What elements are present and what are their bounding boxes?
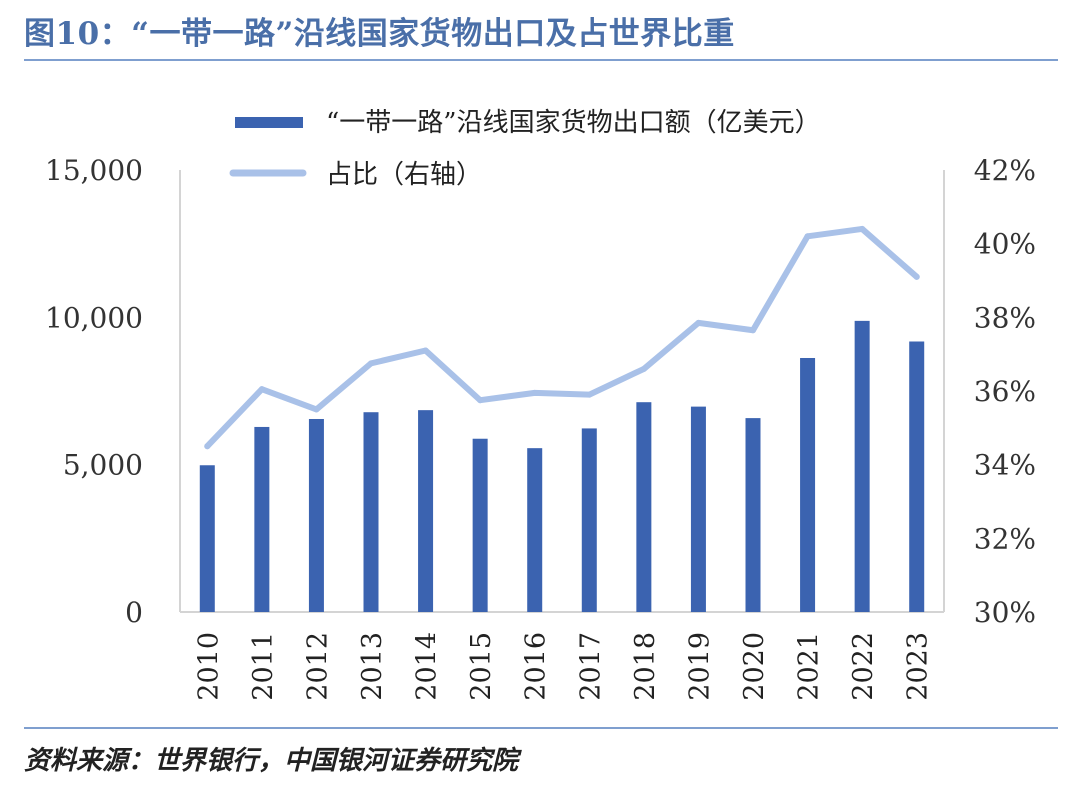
share-point [368, 360, 374, 367]
bar [363, 412, 379, 612]
chart-title: 图10：“一带一路”沿线国家货物出口及占世界比重 [24, 16, 735, 52]
bar [581, 428, 597, 612]
left-tick-label: 5,000 [63, 449, 143, 482]
x-tick-label: 2018 [630, 632, 661, 701]
x-tick-label: 2021 [794, 632, 825, 701]
x-tick-label: 2017 [575, 632, 606, 701]
share-point [804, 233, 811, 240]
bar [636, 402, 652, 612]
bar [909, 341, 925, 612]
bar [854, 320, 870, 612]
footer-divider [24, 727, 1058, 729]
share-point [586, 391, 593, 398]
x-tick-label: 2011 [248, 632, 279, 701]
bar [745, 418, 761, 612]
share-point [422, 347, 429, 354]
right-tick-label: 42% [974, 154, 1036, 187]
legend-bar-label: “一带一路”沿线国家货物出口额（亿美元） [326, 108, 821, 138]
bar [472, 438, 488, 612]
share-line [204, 225, 920, 450]
share-point [859, 225, 866, 232]
share-point [258, 386, 265, 393]
x-tick-label: 2015 [466, 632, 497, 701]
right-tick-label: 40% [974, 228, 1036, 261]
legend-bar-swatch [235, 117, 303, 128]
right-tick-label: 38% [974, 301, 1036, 334]
x-tick-label: 2016 [521, 632, 552, 701]
bar [308, 418, 324, 612]
x-tick-label: 2012 [302, 632, 333, 701]
share-point [477, 397, 484, 404]
x-tick-label: 2010 [193, 632, 224, 701]
bar [199, 465, 215, 612]
share-point [640, 365, 647, 372]
right-tick-label: 32% [974, 522, 1036, 555]
left-tick-label: 10,000 [45, 301, 143, 334]
bar [800, 357, 816, 612]
x-tick-label: 2022 [848, 632, 879, 701]
left-tick-label: 0 [125, 596, 143, 629]
x-tick-label: 2014 [412, 632, 443, 701]
bar [527, 448, 543, 612]
right-tick-label: 36% [974, 375, 1036, 408]
x-tick-label: 2019 [684, 632, 715, 701]
share-point [913, 273, 920, 280]
x-tick-label: 2023 [903, 632, 934, 701]
left-tick-label: 15,000 [45, 154, 143, 187]
x-tick-label: 2013 [357, 632, 388, 701]
x-tick-label: 2020 [739, 632, 770, 701]
legend-line-label: 占比（右轴） [326, 160, 482, 190]
bar [254, 426, 270, 612]
right-tick-label: 30% [974, 596, 1036, 629]
share-point [313, 406, 320, 413]
share-point [204, 443, 211, 450]
title-divider [24, 59, 1058, 61]
share-point [750, 327, 756, 334]
bar [418, 410, 434, 612]
source-note: 资料来源：世界银行，中国银河证券研究院 [24, 746, 519, 776]
bar [690, 406, 706, 612]
share-point [531, 389, 538, 396]
share-point [695, 319, 702, 326]
right-tick-label: 34% [974, 449, 1036, 482]
